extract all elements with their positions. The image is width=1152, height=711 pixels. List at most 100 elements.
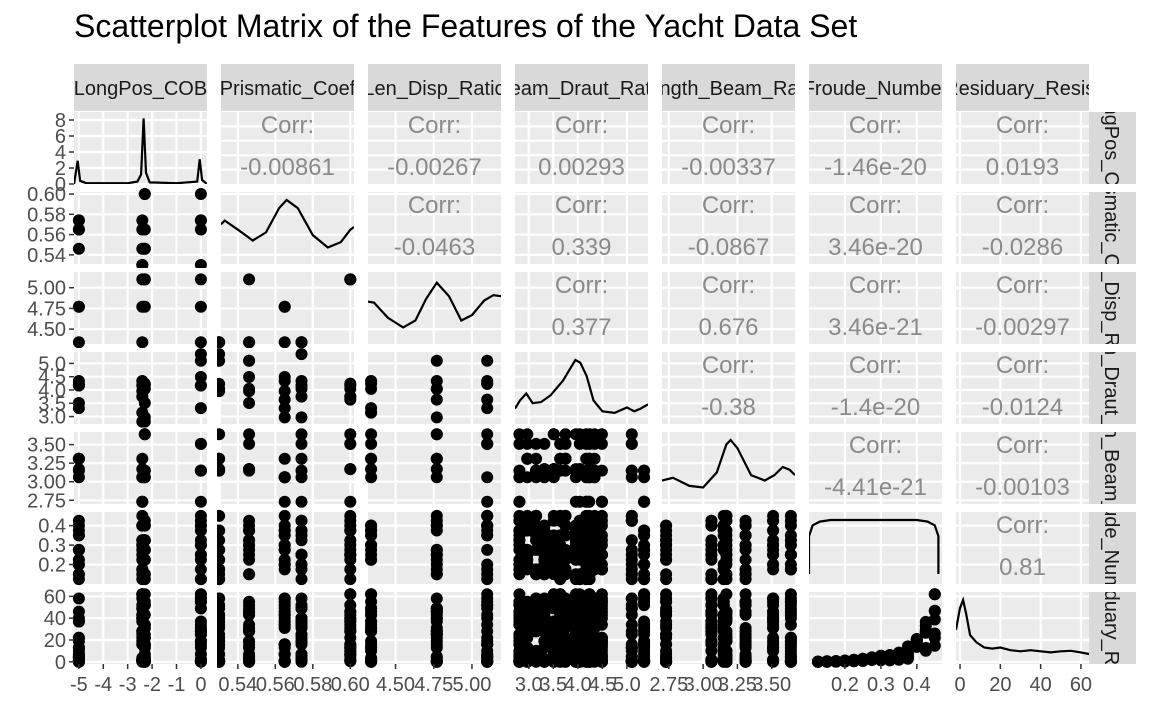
strip-background <box>956 64 1089 111</box>
data-point <box>278 385 291 398</box>
data-point <box>660 615 673 628</box>
data-point <box>865 652 878 665</box>
data-point <box>874 654 887 667</box>
data-point <box>856 654 869 667</box>
data-point <box>481 428 494 441</box>
data-point <box>430 612 443 625</box>
data-point <box>243 382 256 395</box>
data-point <box>138 411 151 424</box>
data-point <box>638 592 651 605</box>
strip-label-top: LongPos_COB <box>74 78 207 100</box>
strip-label-top: Froude_Number <box>803 78 949 100</box>
data-point <box>138 514 151 527</box>
data-point <box>767 548 780 561</box>
strip-label-right: Len_Disp_Ratio <box>1100 237 1122 379</box>
data-point <box>365 452 378 465</box>
strip-top-2: Len_Disp_Ratio <box>368 64 501 111</box>
data-point <box>583 573 596 586</box>
y-tick-label: 4.75 <box>27 298 66 320</box>
data-point <box>72 471 85 484</box>
data-point <box>295 534 308 547</box>
data-point <box>243 273 256 286</box>
x-tick-label: 0.4 <box>903 674 931 696</box>
data-point <box>217 602 226 615</box>
corr-value: 3.46e-21 <box>828 314 923 341</box>
corr-label: Corr: <box>996 272 1049 299</box>
data-point <box>278 402 291 415</box>
x-tick-label: 0.60 <box>331 674 370 696</box>
data-point <box>481 612 494 625</box>
data-point <box>243 653 256 666</box>
data-point <box>573 463 586 476</box>
data-point <box>481 393 494 406</box>
data-point <box>194 259 207 268</box>
x-tick-label: 40 <box>1030 674 1052 696</box>
data-point <box>295 514 308 527</box>
data-point <box>430 375 443 387</box>
density-curve-2 <box>368 280 501 329</box>
data-point <box>513 495 526 508</box>
data-point <box>365 553 378 566</box>
data-point <box>705 605 718 618</box>
panel-3-5 <box>809 352 942 424</box>
y-tick-label: 4.50 <box>27 319 66 341</box>
data-point <box>194 588 207 601</box>
data-point <box>295 573 308 586</box>
data-point <box>595 641 608 654</box>
strip-right-6: Residuary_Resist <box>1089 592 1136 664</box>
data-point <box>344 273 357 286</box>
data-point <box>481 437 494 450</box>
data-point <box>295 336 308 348</box>
data-point <box>138 543 151 556</box>
data-point <box>243 543 256 556</box>
strip-background <box>662 64 795 111</box>
data-point <box>739 553 752 566</box>
y-tick-label: 4.5 <box>38 367 66 389</box>
data-point <box>243 397 256 409</box>
panel-1-3 <box>515 192 648 264</box>
scatter-panel-4-3 <box>513 428 651 508</box>
data-point <box>72 242 85 255</box>
data-point <box>243 428 256 441</box>
data-point <box>72 452 85 465</box>
strip-background <box>74 64 207 111</box>
strip-top-4: Length_Beam_Ratio <box>662 64 795 111</box>
data-point <box>344 524 357 537</box>
data-point <box>559 509 572 522</box>
corr-label: Corr: <box>996 352 1049 379</box>
data-point <box>481 377 494 390</box>
data-point <box>344 599 357 612</box>
panel-background <box>662 112 795 184</box>
data-point <box>660 539 673 552</box>
scatter-panel-5-3 <box>513 509 651 586</box>
data-point <box>481 529 494 542</box>
y-tick-label: 0.3 <box>38 535 66 557</box>
density-curve-5 <box>809 518 940 574</box>
data-point <box>767 595 780 608</box>
y-tick-label: 3.25 <box>27 453 66 475</box>
data-point <box>430 452 443 465</box>
data-point <box>194 214 207 227</box>
data-point <box>538 592 551 605</box>
data-point <box>365 463 378 476</box>
scatter-panel-5-1 <box>217 509 357 586</box>
x-tick-label: 0.2 <box>831 674 859 696</box>
corr-value: -0.00103 <box>975 474 1070 501</box>
data-point <box>243 568 256 581</box>
data-point <box>138 573 151 586</box>
data-point <box>705 573 718 586</box>
data-point <box>638 648 651 661</box>
data-point <box>194 638 207 651</box>
data-point <box>784 631 797 644</box>
panel-0-4 <box>662 112 795 184</box>
data-point <box>194 354 207 367</box>
corr-value: -0.00297 <box>975 314 1070 341</box>
strip-background <box>1089 352 1136 424</box>
data-point <box>295 437 308 450</box>
scatter-panel-6-3 <box>513 588 651 668</box>
panel-background <box>662 192 795 264</box>
data-point <box>217 543 226 556</box>
panel-0-2 <box>368 112 501 184</box>
data-point <box>660 519 673 532</box>
data-point <box>295 452 308 465</box>
